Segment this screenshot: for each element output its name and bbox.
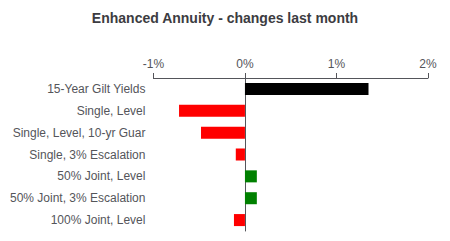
svg-text:50% Joint, 3% Escalation: 50% Joint, 3% Escalation xyxy=(10,191,145,205)
svg-text:Single, Level, 10-yr Guar: Single, Level, 10-yr Guar xyxy=(13,126,146,140)
svg-text:1%: 1% xyxy=(328,57,346,71)
svg-text:Single, 3% Escalation: Single, 3% Escalation xyxy=(29,148,145,162)
svg-text:Enhanced Annuity - changes las: Enhanced Annuity - changes last month xyxy=(92,10,358,26)
svg-text:2%: 2% xyxy=(419,57,437,71)
svg-text:15-Year Gilt Yields: 15-Year Gilt Yields xyxy=(47,82,145,96)
svg-text:0%: 0% xyxy=(236,57,254,71)
svg-text:Single, Level: Single, Level xyxy=(77,104,146,118)
svg-text:50% Joint, Level: 50% Joint, Level xyxy=(57,169,145,183)
svg-text:-1%: -1% xyxy=(143,57,165,71)
svg-text:100% Joint, Level: 100% Joint, Level xyxy=(51,213,146,227)
